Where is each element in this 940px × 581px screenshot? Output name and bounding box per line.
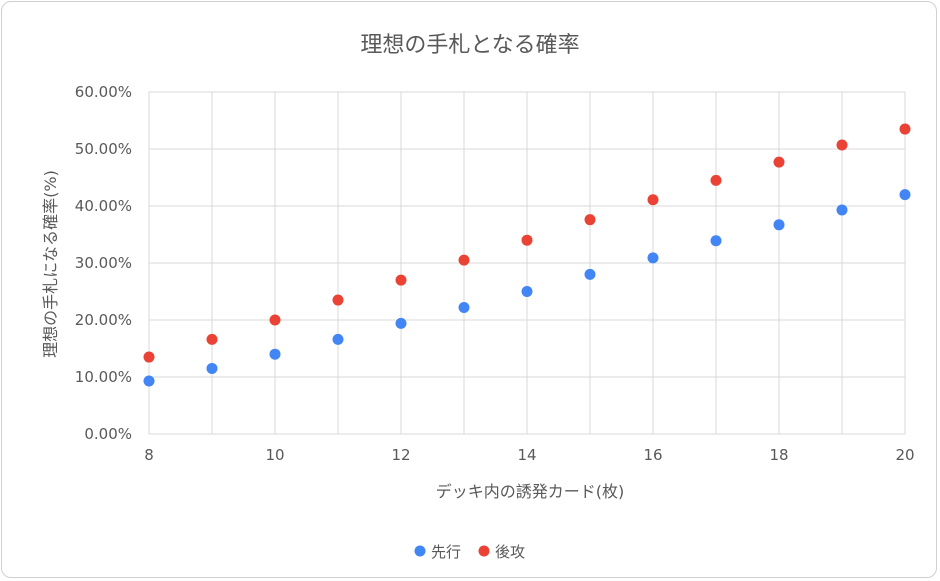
data-point [647, 194, 659, 206]
data-point [773, 156, 785, 168]
data-point [332, 333, 344, 345]
data-point [458, 301, 470, 313]
x-tick-label: 12 [391, 446, 410, 464]
data-points [143, 123, 911, 387]
tick-labels: 0.00% 10.00% 20.00% 30.00% 40.00% 50.00% 60.00… [75, 83, 915, 464]
data-point [521, 286, 533, 297]
series-2 [143, 123, 911, 363]
data-point [521, 234, 533, 246]
legend-label: 先行 [431, 543, 461, 561]
gridlines [148, 91, 906, 435]
chart-title: 理想の手札となる確率 [360, 33, 579, 58]
x-tick-label: 10 [265, 446, 284, 464]
data-point [206, 362, 218, 374]
data-point [899, 123, 911, 135]
x-tick-label: 8 [144, 446, 154, 464]
x-tick-label: 20 [895, 446, 914, 464]
data-point [836, 204, 848, 216]
data-point [584, 268, 596, 280]
x-tick-label: 16 [643, 446, 662, 464]
y-axis-label: 理想の手札になる確率(%) [41, 170, 60, 358]
y-tick-label: 60.00% [75, 83, 132, 101]
legend-marker [414, 545, 426, 557]
data-point [332, 294, 344, 306]
legend: 先行 後攻 [414, 543, 525, 561]
data-point [710, 174, 722, 186]
data-point [395, 317, 407, 329]
x-tick-label: 18 [769, 446, 788, 464]
y-tick-label: 0.00% [84, 425, 132, 443]
y-tick-label: 30.00% [75, 254, 132, 272]
data-point [836, 139, 848, 151]
legend-label: 後攻 [495, 543, 525, 561]
data-point [143, 375, 155, 387]
data-point [584, 214, 596, 226]
data-point [710, 235, 722, 247]
y-tick-label: 10.00% [75, 368, 132, 386]
y-tick-label: 50.00% [75, 140, 132, 158]
data-point [143, 351, 155, 363]
data-point [395, 274, 407, 286]
data-point [647, 252, 659, 264]
data-point [269, 314, 281, 326]
x-axis-label: デッキ内の誘発カード(枚) [436, 482, 625, 501]
data-point [269, 348, 281, 360]
y-tick-label: 20.00% [75, 311, 132, 329]
data-point [458, 254, 470, 266]
x-tick-label: 14 [517, 446, 536, 464]
legend-marker [478, 545, 490, 557]
y-tick-label: 40.00% [75, 197, 132, 215]
data-point [206, 333, 218, 345]
data-point [773, 219, 785, 231]
data-point [899, 189, 911, 201]
series-1 [143, 189, 911, 387]
